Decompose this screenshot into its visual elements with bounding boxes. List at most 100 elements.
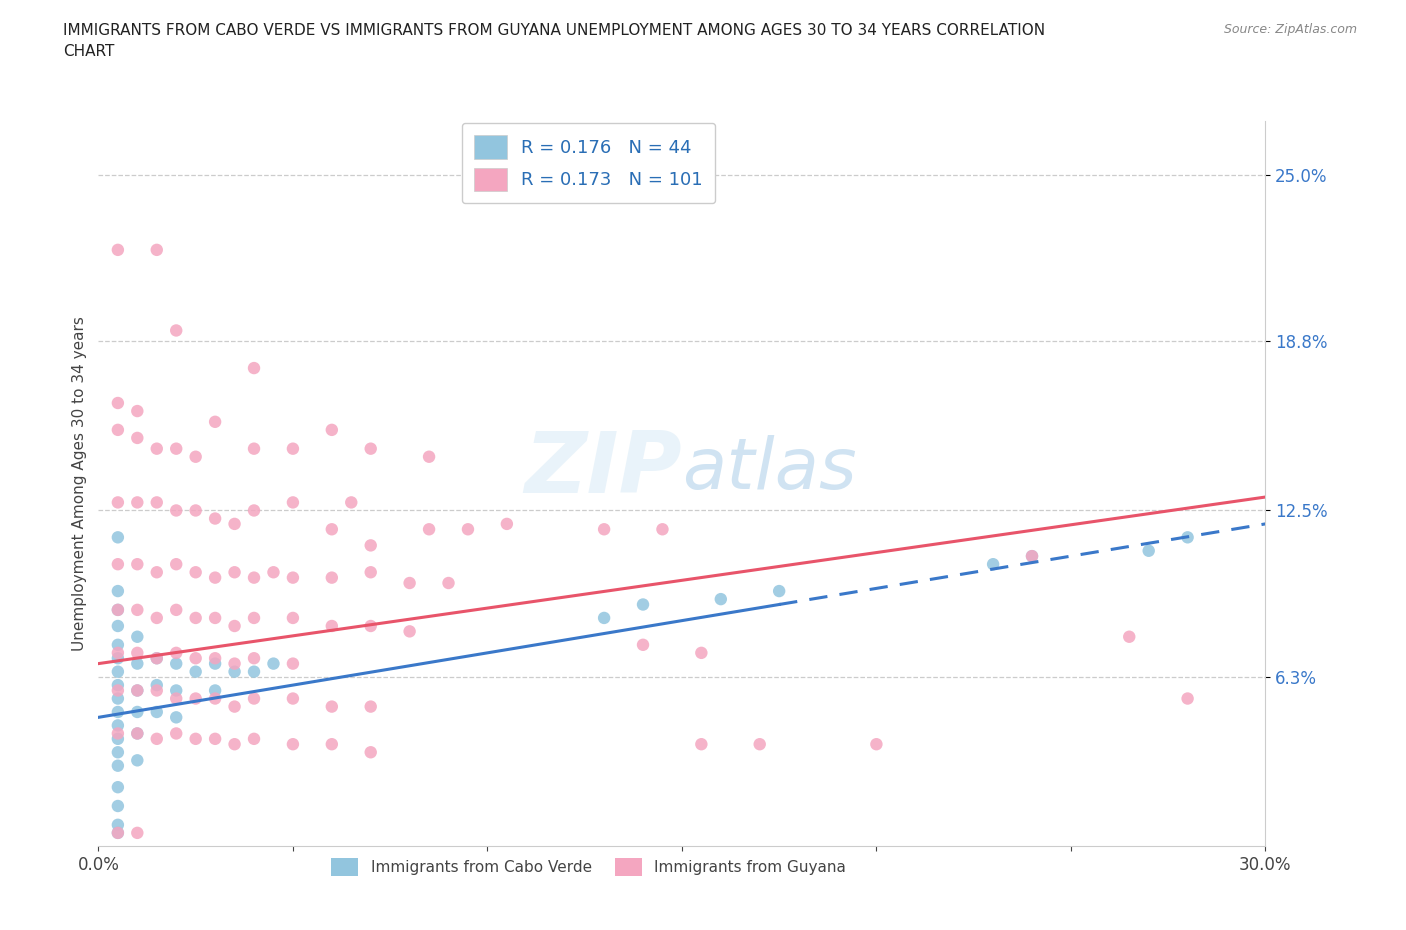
Point xyxy=(204,415,226,430)
Point xyxy=(1177,530,1199,545)
Point xyxy=(224,565,246,579)
Point xyxy=(184,503,207,518)
Point xyxy=(748,737,770,751)
Point xyxy=(1118,630,1140,644)
Point xyxy=(204,512,226,526)
Point xyxy=(1177,691,1199,706)
Point xyxy=(165,323,187,338)
Point xyxy=(281,691,304,706)
Point xyxy=(107,637,129,652)
Point xyxy=(127,603,149,618)
Point xyxy=(184,651,207,666)
Point xyxy=(360,565,382,579)
Point xyxy=(127,495,149,510)
Point xyxy=(146,651,169,666)
Point xyxy=(184,691,207,706)
Point xyxy=(457,522,479,537)
Point xyxy=(146,441,169,456)
Point xyxy=(127,683,149,698)
Point xyxy=(243,651,266,666)
Point xyxy=(127,657,149,671)
Point xyxy=(204,651,226,666)
Point xyxy=(631,637,654,652)
Point xyxy=(204,683,226,698)
Point xyxy=(243,441,266,456)
Point xyxy=(184,565,207,579)
Point xyxy=(107,603,129,618)
Point xyxy=(204,657,226,671)
Point xyxy=(146,651,169,666)
Point xyxy=(165,645,187,660)
Point xyxy=(690,737,713,751)
Point xyxy=(690,645,713,660)
Point xyxy=(127,404,149,418)
Point xyxy=(281,495,304,510)
Point xyxy=(107,745,129,760)
Point xyxy=(127,826,149,841)
Point xyxy=(127,431,149,445)
Point xyxy=(768,584,790,599)
Point xyxy=(165,657,187,671)
Point xyxy=(1137,543,1160,558)
Point xyxy=(321,422,343,437)
Point xyxy=(127,726,149,741)
Point xyxy=(107,691,129,706)
Point xyxy=(127,645,149,660)
Point xyxy=(107,557,129,572)
Point xyxy=(146,495,169,510)
Point xyxy=(398,576,420,591)
Point xyxy=(107,678,129,693)
Point xyxy=(243,361,266,376)
Point xyxy=(418,522,440,537)
Point xyxy=(146,243,169,258)
Point xyxy=(165,441,187,456)
Point xyxy=(204,610,226,625)
Point xyxy=(418,449,440,464)
Point xyxy=(165,557,187,572)
Point xyxy=(224,699,246,714)
Point xyxy=(281,657,304,671)
Point xyxy=(107,645,129,660)
Point xyxy=(127,753,149,768)
Point xyxy=(107,731,129,746)
Point xyxy=(1021,549,1043,564)
Point xyxy=(360,441,382,456)
Point xyxy=(107,530,129,545)
Point xyxy=(437,576,460,591)
Point xyxy=(224,516,246,531)
Point xyxy=(281,441,304,456)
Point xyxy=(127,683,149,698)
Point xyxy=(127,705,149,720)
Point xyxy=(107,758,129,773)
Point xyxy=(184,731,207,746)
Point xyxy=(107,683,129,698)
Point xyxy=(107,618,129,633)
Point xyxy=(865,737,887,751)
Point xyxy=(243,731,266,746)
Point xyxy=(981,557,1004,572)
Point xyxy=(224,664,246,679)
Point xyxy=(360,699,382,714)
Point xyxy=(1021,549,1043,564)
Point xyxy=(281,737,304,751)
Point xyxy=(107,395,129,410)
Point xyxy=(146,731,169,746)
Point xyxy=(243,503,266,518)
Point xyxy=(631,597,654,612)
Point xyxy=(651,522,673,537)
Point xyxy=(496,516,519,531)
Point xyxy=(165,683,187,698)
Point xyxy=(204,691,226,706)
Y-axis label: Unemployment Among Ages 30 to 34 years: Unemployment Among Ages 30 to 34 years xyxy=(72,316,87,651)
Point xyxy=(710,591,733,606)
Point xyxy=(146,610,169,625)
Text: atlas: atlas xyxy=(682,434,856,503)
Point xyxy=(127,630,149,644)
Point xyxy=(165,726,187,741)
Point xyxy=(281,610,304,625)
Point xyxy=(107,651,129,666)
Point xyxy=(360,618,382,633)
Point xyxy=(165,603,187,618)
Point xyxy=(321,737,343,751)
Point xyxy=(184,664,207,679)
